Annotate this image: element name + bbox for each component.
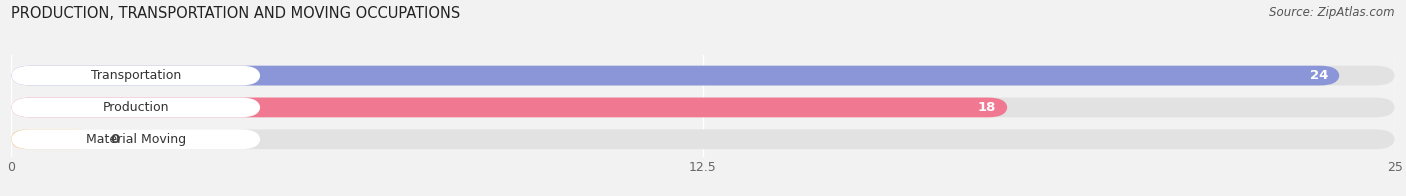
Text: 18: 18 [979,101,997,114]
Text: PRODUCTION, TRANSPORTATION AND MOVING OCCUPATIONS: PRODUCTION, TRANSPORTATION AND MOVING OC… [11,6,461,21]
FancyBboxPatch shape [11,129,260,149]
Text: Transportation: Transportation [90,69,181,82]
FancyBboxPatch shape [11,66,260,85]
FancyBboxPatch shape [11,66,1340,85]
Text: Production: Production [103,101,169,114]
Text: 0: 0 [111,133,120,146]
FancyBboxPatch shape [11,98,1395,117]
Text: Material Moving: Material Moving [86,133,186,146]
Text: 24: 24 [1310,69,1329,82]
FancyBboxPatch shape [11,66,1395,85]
FancyBboxPatch shape [11,129,94,149]
Text: Source: ZipAtlas.com: Source: ZipAtlas.com [1270,6,1395,19]
FancyBboxPatch shape [11,129,1395,149]
FancyBboxPatch shape [11,98,260,117]
FancyBboxPatch shape [11,98,1007,117]
